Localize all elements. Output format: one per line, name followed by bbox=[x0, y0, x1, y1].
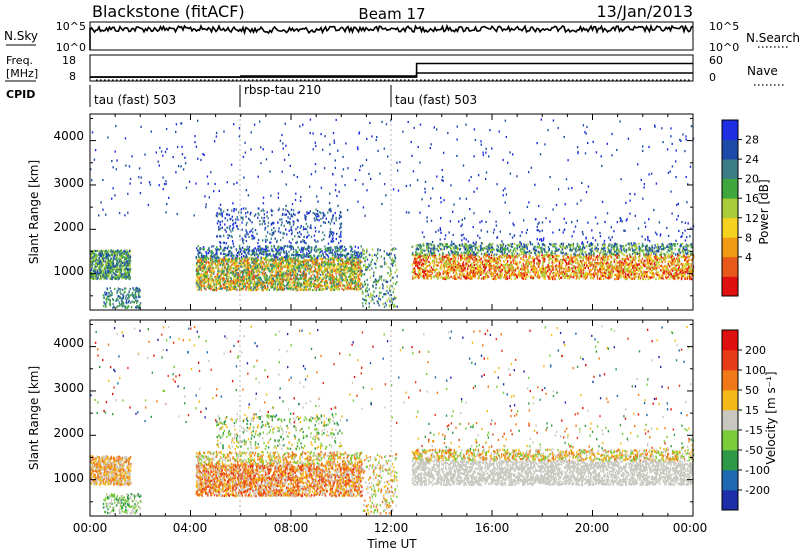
nsky-tick-top: 10^5 bbox=[56, 20, 86, 33]
power-colorbar-swatch bbox=[722, 218, 738, 238]
nsky-tick-bottom: 10^0 bbox=[56, 41, 86, 54]
velocity-colorbar-swatch bbox=[722, 490, 738, 510]
freq-label: Freq. bbox=[6, 54, 33, 67]
velocity-colorbar-label: -100 bbox=[745, 464, 770, 477]
velocity-colorbar-swatch bbox=[722, 370, 738, 390]
beam-label: Beam 17 bbox=[358, 5, 425, 23]
xtick-2000: 20:00 bbox=[575, 521, 610, 535]
velocity-scatter bbox=[90, 325, 694, 515]
power-colorbar-label: Power [dB] bbox=[757, 179, 771, 244]
xtick-0800: 08:00 bbox=[274, 521, 309, 535]
nsearch-tick-bottom: 10^0 bbox=[709, 41, 739, 54]
cpid-segment-3: tau (fast) 503 bbox=[395, 93, 477, 107]
power-ylabel: Slant Range [km] bbox=[27, 160, 41, 264]
nsky-label: N.Sky bbox=[4, 29, 38, 43]
freq-panel: Freq. [MHz] 18 8 60 0 Nave bbox=[5, 54, 784, 85]
cpid-panel: CPID tau (fast) 503 rbsp-tau 210 tau (fa… bbox=[6, 83, 477, 107]
nsearch-label: N.Search bbox=[746, 31, 800, 45]
velocity-colorbar-swatch bbox=[722, 450, 738, 470]
velocity-colorbar-swatch bbox=[722, 390, 738, 410]
velocity-colorbar-label: -200 bbox=[745, 484, 770, 497]
freq-tick-top: 18 bbox=[62, 54, 76, 67]
power-panel: 4000 3000 2000 1000 Slant Range [km] 28 2… bbox=[27, 114, 771, 310]
xaxis-label: Time UT bbox=[366, 537, 417, 551]
power-colorbar-swatch bbox=[722, 159, 738, 179]
xtick-1600: 16:00 bbox=[475, 521, 510, 535]
power-colorbar-label: 8 bbox=[745, 231, 752, 244]
power-colorbar-label: 4 bbox=[745, 251, 752, 264]
vel-ytick-2000: 2000 bbox=[53, 426, 84, 440]
power-ytick-3000: 3000 bbox=[53, 176, 84, 190]
velocity-colorbar-swatch bbox=[722, 470, 738, 490]
nave-label: Nave bbox=[747, 64, 778, 78]
power-colorbar-label: 28 bbox=[745, 134, 759, 147]
velocity-colorbar-label: 15 bbox=[745, 404, 759, 417]
date-label: 13/Jan/2013 bbox=[596, 2, 693, 21]
power-colorbar-swatch bbox=[722, 257, 738, 277]
station-title: Blackstone (fitACF) bbox=[92, 2, 245, 21]
velocity-ylabel: Slant Range [km] bbox=[27, 366, 41, 470]
cpid-label: CPID bbox=[6, 88, 35, 101]
velocity-colorbar-label: 100 bbox=[745, 364, 766, 377]
xtick-0400: 04:00 bbox=[173, 521, 208, 535]
xtick-0000: 00:00 bbox=[73, 521, 108, 535]
power-colorbar-label: 24 bbox=[745, 153, 759, 166]
velocity-colorbar-label: 200 bbox=[745, 344, 766, 357]
freq-tick-bottom: 8 bbox=[69, 70, 76, 83]
nave-trace bbox=[90, 64, 693, 78]
power-scatter bbox=[90, 119, 694, 310]
power-colorbar-swatch bbox=[722, 276, 738, 296]
power-colorbar-swatch bbox=[722, 179, 738, 199]
velocity-colorbar-swatch bbox=[722, 330, 738, 350]
nsky-panel: N.Sky 10^5 10^0 10^5 10^0 N.Search bbox=[4, 20, 800, 54]
power-colorbar-swatch bbox=[722, 120, 738, 140]
velocity-colorbar-swatch bbox=[722, 430, 738, 450]
velocity-panel: 4000 3000 2000 1000 Slant Range [km] 200… bbox=[27, 320, 778, 516]
velocity-colorbar-label: -15 bbox=[745, 424, 763, 437]
cpid-segment-2: rbsp-tau 210 bbox=[244, 83, 321, 97]
velocity-colorbar: 200 100 50 15 -15 -50 -100 -200 bbox=[722, 330, 770, 510]
cpid-segment-1: tau (fast) 503 bbox=[94, 93, 176, 107]
velocity-colorbar-label: 50 bbox=[745, 384, 759, 397]
vel-ytick-1000: 1000 bbox=[53, 471, 84, 485]
nsky-trace bbox=[90, 26, 693, 50]
power-axis-ticks bbox=[90, 114, 693, 310]
power-colorbar-swatch bbox=[722, 237, 738, 257]
freq-unit-label: [MHz] bbox=[6, 67, 38, 80]
vel-ytick-4000: 4000 bbox=[53, 336, 84, 350]
velocity-colorbar-label: Velocity [m s⁻¹] bbox=[764, 371, 778, 464]
nave-tick-top: 60 bbox=[709, 54, 723, 67]
power-ytick-4000: 4000 bbox=[53, 129, 84, 143]
power-colorbar-swatch bbox=[722, 140, 738, 160]
power-colorbar-swatch bbox=[722, 198, 738, 218]
nave-tick-bottom: 0 bbox=[709, 71, 716, 84]
vel-ytick-3000: 3000 bbox=[53, 381, 84, 395]
velocity-colorbar-swatch bbox=[722, 410, 738, 430]
nsearch-tick-top: 10^5 bbox=[709, 20, 739, 33]
velocity-colorbar-label: -50 bbox=[745, 444, 763, 457]
xtick-2400: 00:00 bbox=[673, 521, 708, 535]
velocity-colorbar-swatch bbox=[722, 350, 738, 370]
power-ytick-2000: 2000 bbox=[53, 220, 84, 234]
time-axis: 00:00 04:00 08:00 12:00 16:00 20:00 00:0… bbox=[73, 521, 708, 551]
xtick-1200: 12:00 bbox=[374, 521, 409, 535]
power-ytick-1000: 1000 bbox=[53, 264, 84, 278]
